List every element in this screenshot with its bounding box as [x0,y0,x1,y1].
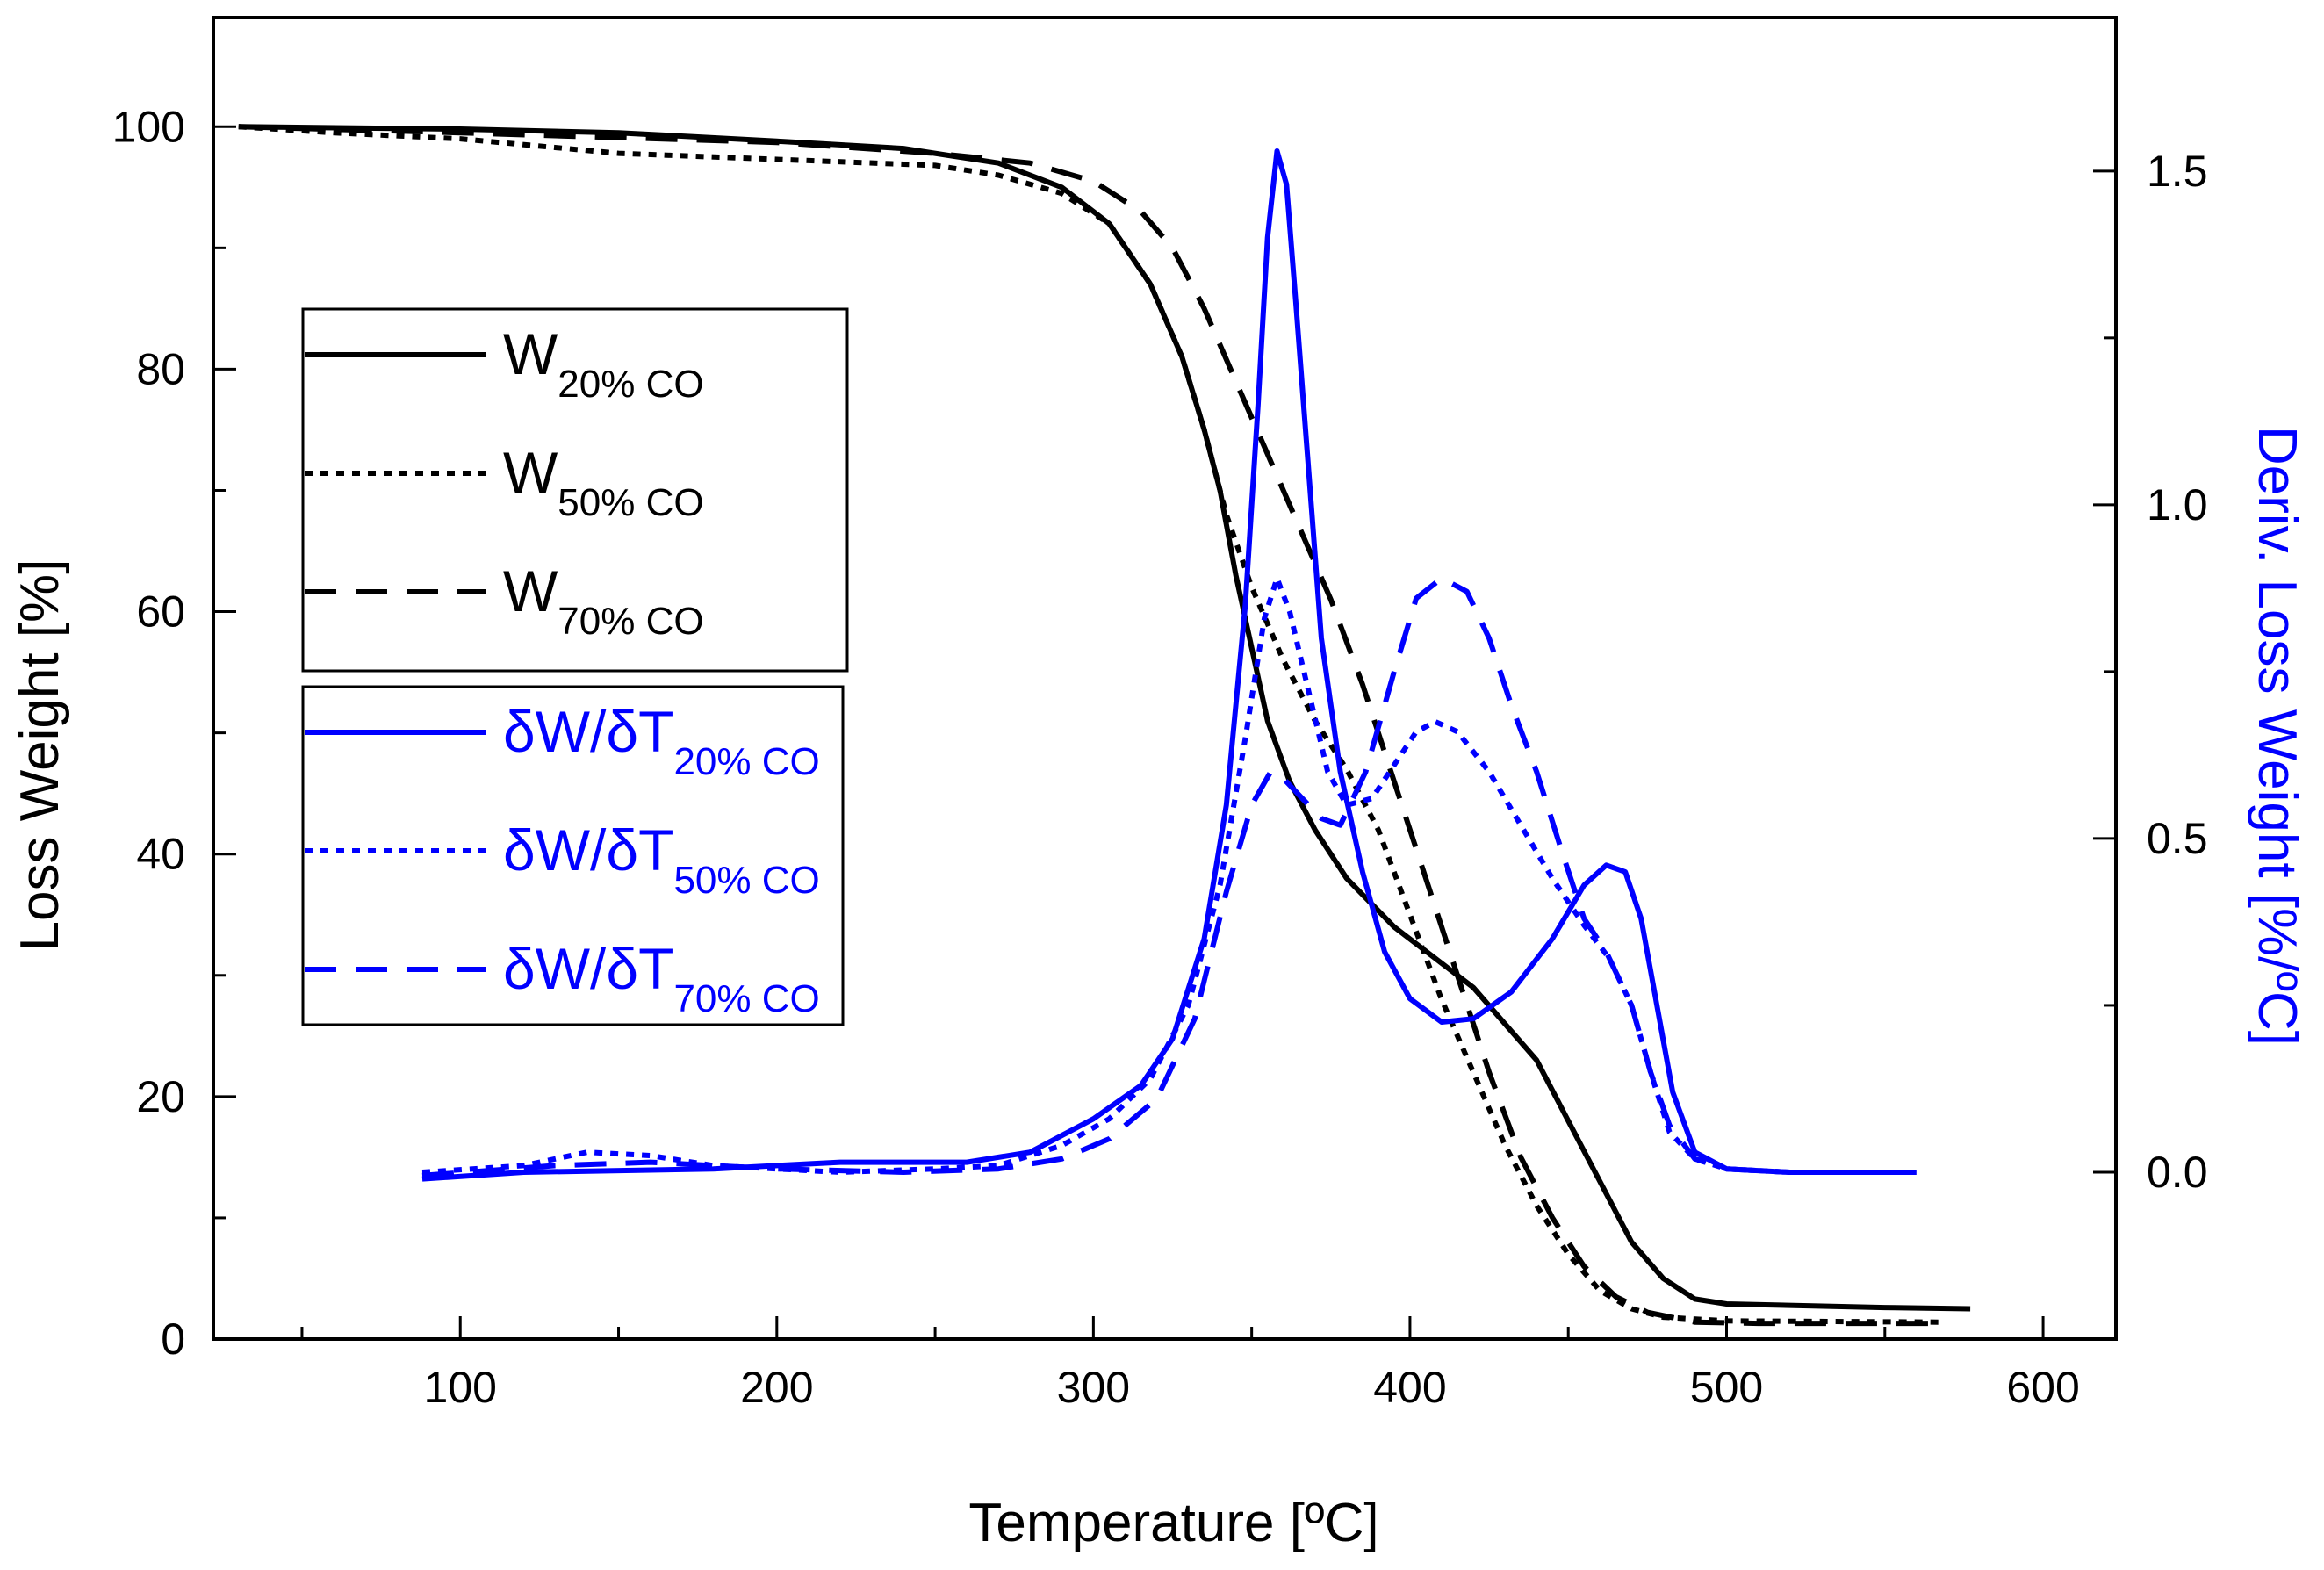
legend-label-sub: 50% CO [673,859,819,902]
legend-label: W50% CO [503,440,704,524]
legend-label-main: δW/δT [503,936,673,1001]
legend-label: δW/δT50% CO [503,817,820,902]
y2-axis-title: Deriv. Loss Weight [%/ºC] [2247,426,2307,1046]
legend-label-main: δW/δT [503,699,673,764]
legend-box-1 [301,307,849,673]
legend-label-main: W [503,558,558,623]
legend-label-sub: 70% CO [558,600,703,643]
y-tick-label: 20 [136,1072,185,1121]
legend-label: W70% CO [503,558,704,643]
y-tick-label: 40 [136,830,185,879]
x-tick-label: 100 [424,1363,497,1412]
x-axis: 100 200 300 400 500 600 [300,1316,2080,1412]
x-tick-label: 400 [1373,1363,1446,1412]
y2-tick-label: 0.5 [2147,814,2208,863]
legend-label: δW/δT20% CO [503,699,820,783]
y-axis-right: 0.0 0.5 1.0 1.5 [2093,147,2208,1341]
y2-tick-label: 1.5 [2147,147,2208,196]
legend-label-sub: 20% CO [673,740,819,783]
x-tick-label: 600 [2006,1363,2079,1412]
y2-tick-label: 0.0 [2147,1148,2208,1197]
x-tick-label: 300 [1057,1363,1130,1412]
y-axis-left: 0 20 40 60 80 100 [112,102,236,1364]
y-tick-label: 60 [136,587,185,637]
series-line-3 [238,124,1939,1327]
legend-label-sub: 20% CO [558,363,703,406]
legend-label: δW/δT70% CO [503,936,820,1020]
legend-label-main: δW/δT [503,817,673,882]
legend-label-sub: 50% CO [558,481,703,524]
x-tick-label: 500 [1690,1363,1763,1412]
y2-tick-label: 1.0 [2147,480,2208,529]
y-tick-label: 80 [136,344,185,393]
y-tick-label: 0 [161,1314,185,1364]
plot-frame [212,16,2118,1341]
series-line-4 [421,148,1917,1182]
x-tick-label: 200 [740,1363,813,1412]
legend-label-main: W [503,440,558,505]
y-tick-label: 100 [112,102,185,151]
x-axis-title: Temperature [ºC] [968,1493,1378,1553]
legend-label: W20% CO [503,321,704,406]
legend-box-2 [301,685,845,1026]
plot-lines [238,124,1971,1327]
legend-label-sub: 70% CO [673,977,819,1020]
y-axis-title: Loss Weight [%] [10,559,70,952]
series-line-6 [421,575,1790,1178]
legend-label-main: W [503,321,558,386]
